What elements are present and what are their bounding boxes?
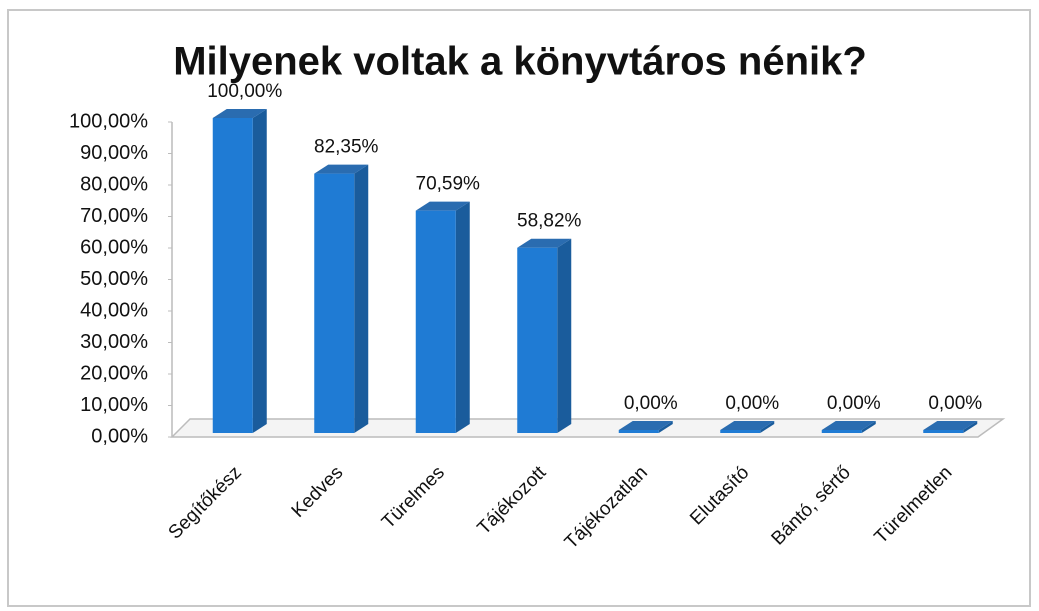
y-tick-label: 40,00% [80, 299, 148, 321]
bar [720, 430, 761, 433]
bar-side [354, 164, 369, 433]
bar-side [658, 421, 673, 433]
bar [618, 430, 659, 433]
value-label: 70,59% [416, 174, 481, 195]
y-tick-label: 60,00% [80, 236, 148, 258]
bar-side [557, 238, 572, 433]
value-label: 100,00% [207, 81, 282, 102]
bar-top [415, 201, 470, 211]
bar-side [455, 201, 470, 433]
y-tick-label: 80,00% [80, 173, 148, 195]
floor [170, 418, 1006, 438]
y-tick-label: 70,00% [80, 205, 148, 227]
bar-side [861, 421, 876, 433]
bar [415, 210, 456, 433]
value-label: 0,00% [928, 393, 982, 414]
y-tick-label: 10,00% [80, 394, 148, 416]
bar [314, 173, 355, 433]
value-label: 82,35% [314, 137, 379, 158]
bar [212, 118, 253, 433]
y-tick-label: 0,00% [91, 425, 148, 447]
y-tick-label: 100,00% [69, 110, 148, 132]
bar-side [760, 421, 775, 433]
bar-side [252, 109, 267, 433]
value-label: 0,00% [827, 393, 881, 414]
bar-top [517, 238, 572, 248]
bar-top [720, 421, 775, 430]
bar-top [923, 421, 978, 430]
y-tick-label: 90,00% [80, 142, 148, 164]
bar-side [963, 421, 978, 433]
bar-top [314, 164, 369, 174]
bar [517, 247, 558, 433]
bar [821, 430, 862, 433]
value-label: 0,00% [725, 393, 779, 414]
bar [923, 430, 964, 433]
value-label: 58,82% [517, 211, 582, 232]
y-tick-label: 20,00% [80, 362, 148, 384]
bar-top [212, 109, 267, 118]
bar-top [821, 421, 876, 430]
chart-title: Milyenek voltak a könyvtáros nénik? [173, 40, 867, 84]
bar-top [618, 421, 673, 430]
value-label: 0,00% [624, 393, 678, 414]
y-tick-label: 30,00% [80, 331, 148, 353]
y-tick-label: 50,00% [80, 268, 148, 290]
